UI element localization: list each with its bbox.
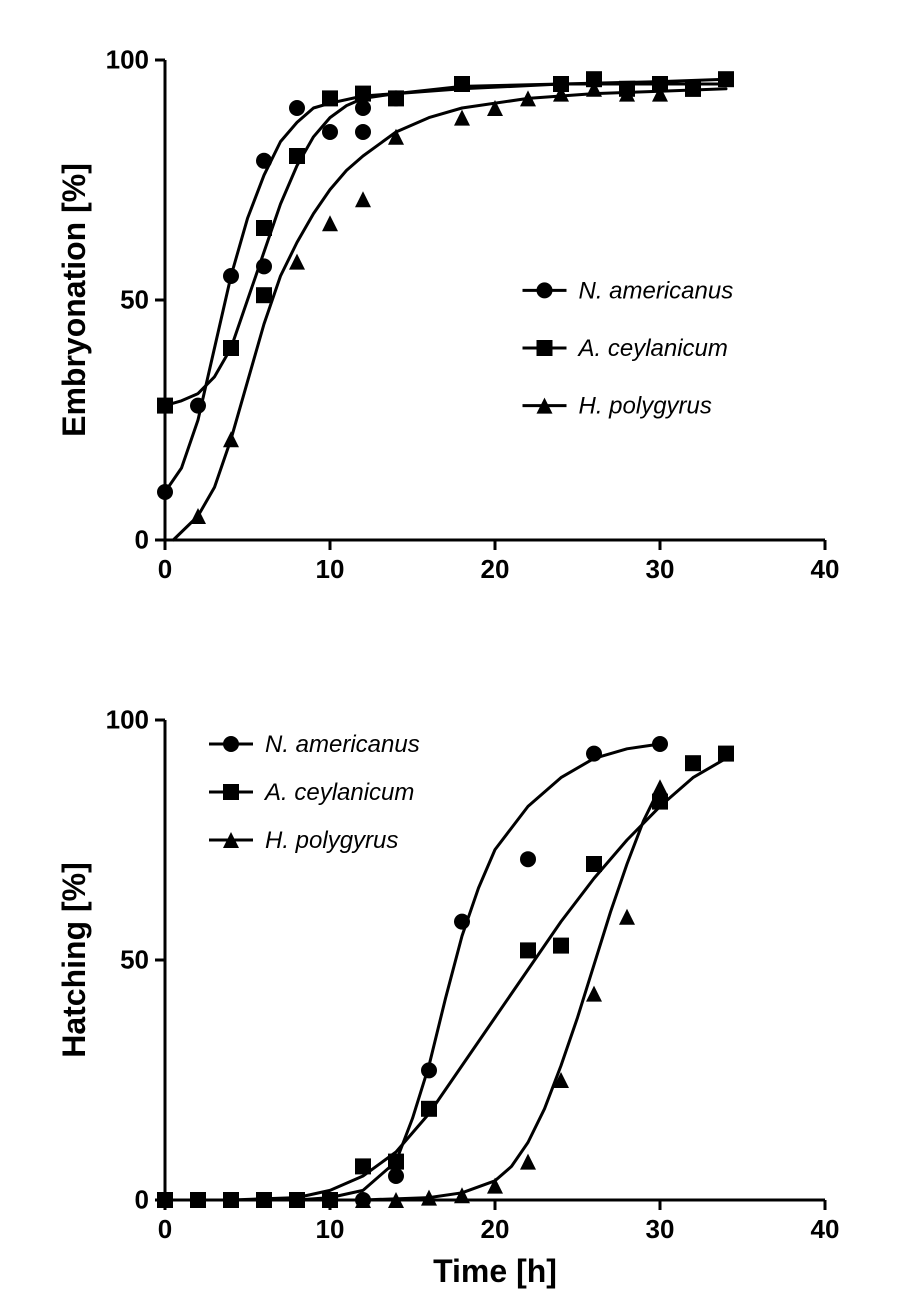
svg-text:100: 100: [106, 705, 149, 735]
svg-text:Hatching [%]: Hatching [%]: [56, 862, 92, 1058]
svg-text:40: 40: [811, 554, 840, 584]
svg-text:Time [h]: Time [h]: [433, 1253, 557, 1289]
svg-text:30: 30: [646, 1214, 675, 1244]
svg-text:0: 0: [135, 525, 149, 555]
svg-text:H. polygyrus: H. polygyrus: [265, 827, 398, 854]
svg-text:20: 20: [481, 554, 510, 584]
svg-text:10: 10: [316, 554, 345, 584]
svg-text:40: 40: [811, 1214, 840, 1244]
figure-svg: 010203040050100Embryonation [%]N. americ…: [0, 0, 898, 1303]
svg-text:0: 0: [158, 554, 172, 584]
svg-text:A. ceylanicum: A. ceylanicum: [263, 779, 414, 806]
figure-container: 010203040050100Embryonation [%]N. americ…: [0, 0, 898, 1303]
svg-text:0: 0: [135, 1185, 149, 1215]
svg-text:20: 20: [481, 1214, 510, 1244]
svg-text:30: 30: [646, 554, 675, 584]
svg-text:0: 0: [158, 1214, 172, 1244]
svg-text:Embryonation [%]: Embryonation [%]: [56, 163, 92, 437]
svg-text:10: 10: [316, 1214, 345, 1244]
svg-text:N. americanus: N. americanus: [265, 731, 420, 758]
svg-text:50: 50: [120, 945, 149, 975]
svg-text:A. ceylanicum: A. ceylanicum: [577, 335, 728, 362]
svg-text:N. americanus: N. americanus: [579, 277, 734, 304]
svg-text:50: 50: [120, 285, 149, 315]
svg-text:H. polygyrus: H. polygyrus: [579, 393, 712, 420]
svg-text:100: 100: [106, 45, 149, 75]
